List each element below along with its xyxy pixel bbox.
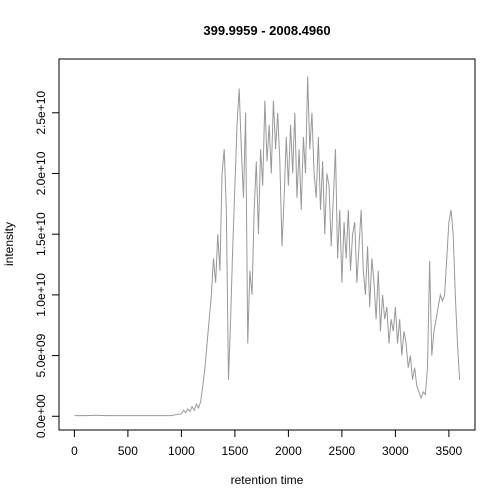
x-tick-label: 0 [71,444,78,458]
x-tick-label: 1000 [168,444,195,458]
x-tick-label: 2000 [275,444,302,458]
x-tick-label: 500 [118,444,138,458]
plot-frame [58,58,476,431]
data-line [74,76,461,417]
y-tick-label: 1.0e+10 [34,273,48,317]
x-tick-label: 2500 [329,444,356,458]
y-tick-label: 2.0e+10 [34,151,48,195]
x-tick-label: 3500 [436,444,463,458]
x-tick-label: 1500 [222,444,249,458]
y-tick-label: 5.0e+09 [34,333,48,377]
y-tick-label: 2.5e+10 [34,91,48,135]
y-tick-label: 0.0e+00 [34,394,48,438]
y-axis-label: intensity [2,222,16,266]
x-axis-label: retention time [231,473,304,487]
y-tick-label: 1.5e+10 [34,212,48,256]
x-tick-label: 3000 [382,444,409,458]
chart-title: 399.9959 - 2008.4960 [203,23,330,38]
